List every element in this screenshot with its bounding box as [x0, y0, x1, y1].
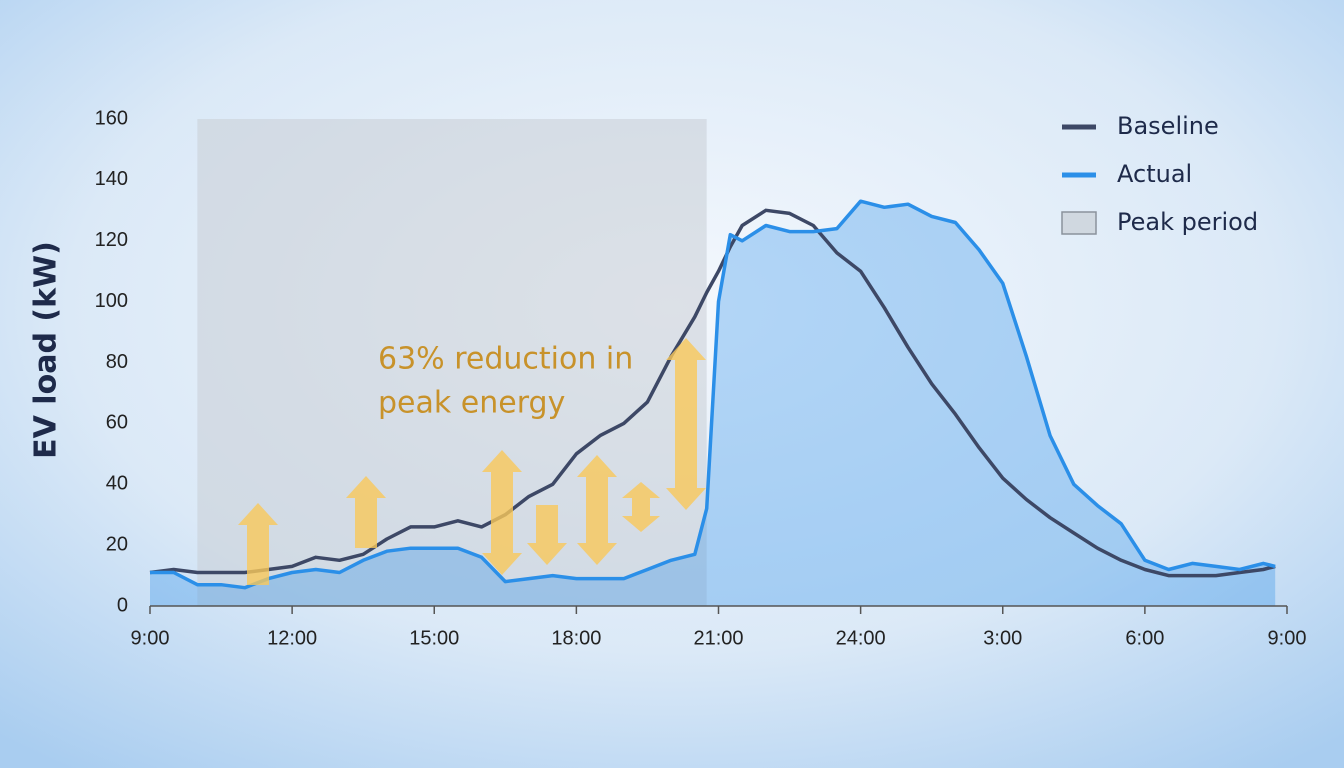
arrow — [666, 338, 706, 510]
plot-area: 0 20 40 60 80 100 120 140 160 9:00 12:00 15:00 18:00… — [95, 107, 1307, 649]
legend-label: Actual — [1117, 160, 1192, 188]
arrows — [238, 338, 706, 585]
y-axis-label: EV load (kW) — [29, 241, 64, 459]
arrow — [622, 482, 660, 532]
x-tick-label: 3:00 — [983, 627, 1022, 649]
arrow — [238, 503, 278, 585]
legend-label: Baseline — [1117, 112, 1219, 140]
x-tick-label: 9:00 — [131, 627, 170, 649]
y-tick-label: 140 — [95, 168, 128, 190]
area — [150, 201, 1276, 606]
y-tick-label: 40 — [106, 473, 128, 495]
legend: Baseline Actual Peak period — [1061, 112, 1258, 236]
arrow — [482, 450, 522, 575]
y-tick-label: 0 — [117, 594, 128, 616]
x-tick-label: 15:00 — [409, 627, 459, 649]
x-tick-label: 12:00 — [267, 627, 317, 649]
x-tick-label: 6:00 — [1125, 627, 1164, 649]
arrow — [527, 505, 567, 565]
y-tick-label: 80 — [106, 351, 128, 373]
peak-period — [197, 119, 707, 606]
y-tick-label: 60 — [106, 412, 128, 434]
x-tick-label: 21:00 — [693, 627, 743, 649]
x-tick-label: 9:00 — [1268, 627, 1307, 649]
x-tick-label: 24:00 — [836, 627, 886, 649]
y-tick-label: 120 — [95, 229, 128, 251]
y-tick-label: 20 — [106, 533, 128, 555]
line — [150, 199, 1276, 590]
y-tick-label: 100 — [95, 290, 128, 312]
y-tick-label: 160 — [95, 107, 128, 129]
arrow — [577, 455, 617, 565]
legend-label: Peak period — [1117, 208, 1258, 236]
x-tick-label: 18:00 — [551, 627, 601, 649]
legend-swatch — [1061, 211, 1097, 235]
arrow — [346, 476, 386, 548]
annotation: peak energy — [378, 386, 565, 421]
annotation: 63% reduction in — [378, 342, 633, 377]
line — [149, 208, 1276, 578]
